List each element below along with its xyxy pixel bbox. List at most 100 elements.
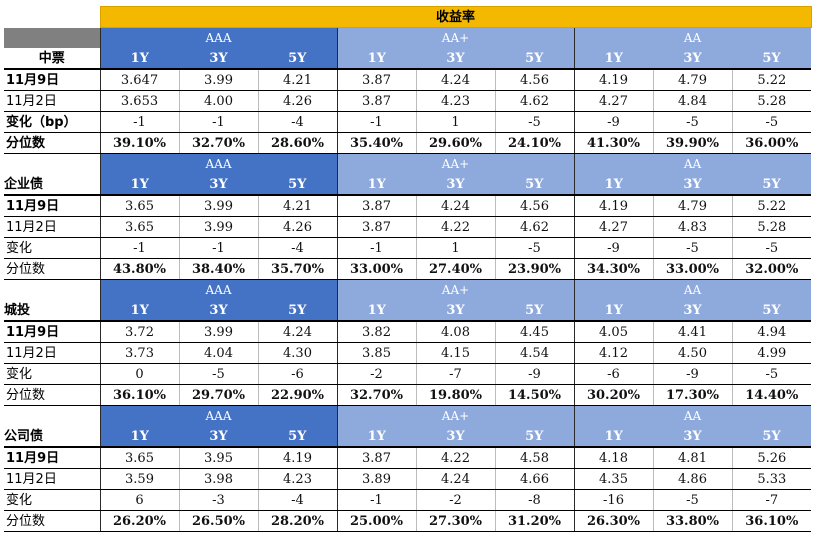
tenor-header-cell: 3Y	[179, 174, 258, 196]
value-cell: 5.28	[731, 216, 812, 238]
value-cell: 43.80%	[99, 258, 179, 280]
value-cell: 4.22	[415, 447, 495, 469]
value-cell: 4.00	[178, 90, 258, 112]
table-row: 分位数 36.10% 29.70% 22.90% 32.70% 19.80% 14.50% 3…	[4, 384, 812, 406]
value-cell: 25.00%	[336, 510, 416, 532]
value-cell: 4.86	[652, 468, 732, 490]
value-cell: 4.54	[494, 342, 574, 364]
table-row: 分位数 26.20% 26.50% 28.20% 25.00% 27.30% 31.20% 2…	[4, 510, 812, 532]
grade-header-cell: AAA	[179, 405, 258, 426]
value-cell: -9	[494, 363, 574, 385]
value-cell: -16	[573, 489, 653, 511]
value-cell: -5	[731, 111, 812, 133]
value-cell: -5	[731, 363, 812, 385]
grade-header-cell: AA+	[416, 405, 495, 426]
value-cell: -1	[178, 111, 258, 133]
tenor-header-cell: 5Y	[258, 174, 337, 196]
value-cell: 4.04	[178, 342, 258, 364]
tenor-header-cell: 1Y	[99, 48, 179, 70]
table-row: 11月2日 3.59 3.98 4.23 3.89 4.24 4.66 4.35 4.86 5.3…	[4, 468, 812, 490]
tenor-header-cell: 1Y	[336, 426, 416, 448]
value-cell: 4.79	[652, 195, 732, 217]
value-cell: 4.35	[573, 468, 653, 490]
value-cell: 4.19	[573, 69, 653, 91]
table-row: 11月2日 3.653 4.00 4.26 3.87 4.23 4.62 4.27 4.84 5.…	[4, 90, 812, 112]
row-label: 11月2日	[4, 90, 100, 112]
grade-header-cell	[573, 153, 653, 174]
value-cell: 4.56	[494, 69, 574, 91]
value-cell: 33.00%	[336, 258, 416, 280]
value-cell: 3.99	[178, 216, 258, 238]
row-label: 变化	[4, 237, 100, 259]
value-cell: 4.24	[415, 468, 495, 490]
tenor-header-cell: 1Y	[573, 174, 653, 196]
value-cell: -4	[257, 489, 337, 511]
value-cell: 4.66	[494, 468, 574, 490]
value-cell: 41.30%	[573, 132, 653, 154]
value-cell: 4.62	[494, 216, 574, 238]
value-cell: 4.41	[652, 321, 732, 343]
value-cell: 3.65	[99, 216, 179, 238]
value-cell: 4.30	[257, 342, 337, 364]
value-cell: 4.27	[573, 90, 653, 112]
value-cell: 23.90%	[494, 258, 574, 280]
value-cell: 19.80%	[415, 384, 495, 406]
grade-header-cell	[495, 405, 574, 426]
value-cell: 27.40%	[415, 258, 495, 280]
value-cell: -2	[336, 363, 416, 385]
tenor-header-cell: 5Y	[495, 48, 574, 70]
table-row: 分位数 43.80% 38.40% 35.70% 33.00% 27.40% 23.90% 3…	[4, 258, 812, 280]
value-cell: -5	[652, 111, 732, 133]
value-cell: 3.87	[336, 69, 416, 91]
grade-header-cell	[732, 27, 812, 48]
tenor-header-cell: 3Y	[179, 426, 258, 448]
tenor-header-cell: 3Y	[653, 300, 732, 322]
row-label: 11月9日	[4, 195, 100, 217]
grade-header-row: AAA AA+ AA	[4, 279, 812, 300]
value-cell: 3.87	[336, 90, 416, 112]
value-cell: 4.58	[494, 447, 574, 469]
value-cell: 26.20%	[99, 510, 179, 532]
tenor-header-cell: 3Y	[416, 174, 495, 196]
value-cell: 4.18	[573, 447, 653, 469]
row-label: 11月9日	[4, 321, 100, 343]
section-label: 公司债	[4, 426, 100, 448]
table-row: 11月2日 3.73 4.04 4.30 3.85 4.15 4.54 4.12 4.50 4.9…	[4, 342, 812, 364]
value-cell: 5.22	[731, 195, 812, 217]
grade-header-cell: AA	[653, 279, 732, 300]
tenor-header-cell: 5Y	[495, 174, 574, 196]
value-cell: 3.95	[178, 447, 258, 469]
value-cell: 3.653	[99, 90, 179, 112]
value-cell: 14.40%	[731, 384, 812, 406]
grade-header-cell	[258, 27, 337, 48]
value-cell: 28.60%	[257, 132, 337, 154]
header-corner-cell	[4, 27, 100, 48]
value-cell: 27.30%	[415, 510, 495, 532]
value-cell: 4.15	[415, 342, 495, 364]
value-cell: 4.27	[573, 216, 653, 238]
row-label: 分位数	[4, 384, 100, 406]
value-cell: 4.19	[573, 195, 653, 217]
value-cell: 3.87	[336, 216, 416, 238]
grade-header-cell: AA+	[416, 279, 495, 300]
value-cell: 32.70%	[178, 132, 258, 154]
value-cell: 36.00%	[731, 132, 812, 154]
tenor-header-cell: 5Y	[495, 426, 574, 448]
grade-header-cell	[495, 153, 574, 174]
value-cell: 4.84	[652, 90, 732, 112]
tenor-header-cell: 1Y	[336, 300, 416, 322]
grade-header-cell	[258, 405, 337, 426]
value-cell: 4.19	[257, 447, 337, 469]
value-cell: 28.20%	[257, 510, 337, 532]
value-cell: 5.26	[731, 447, 812, 469]
value-cell: 31.20%	[494, 510, 574, 532]
value-cell: 34.30%	[573, 258, 653, 280]
value-cell: 4.05	[573, 321, 653, 343]
value-cell: 33.80%	[652, 510, 732, 532]
grade-header-cell: AA	[653, 405, 732, 426]
value-cell: 3.72	[99, 321, 179, 343]
tenor-header-cell: 5Y	[258, 426, 337, 448]
value-cell: 4.23	[415, 90, 495, 112]
value-cell: -5	[494, 237, 574, 259]
value-cell: 35.70%	[257, 258, 337, 280]
